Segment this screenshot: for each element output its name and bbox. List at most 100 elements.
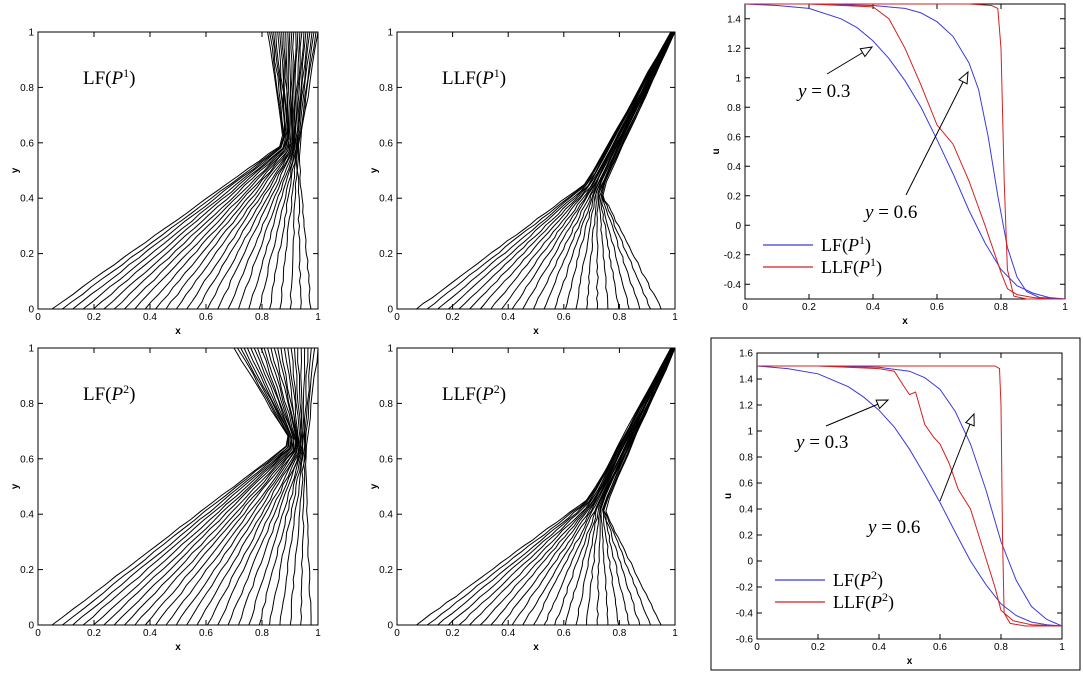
y-tick-label: 1.2 bbox=[739, 401, 753, 412]
annotation-label: y = 0.6 bbox=[863, 202, 917, 223]
contour-line bbox=[51, 347, 289, 626]
x-tick-label: 0.2 bbox=[87, 628, 101, 639]
annotation-arrow-head bbox=[958, 70, 969, 85]
contour-line bbox=[196, 347, 300, 626]
contour-line bbox=[426, 31, 672, 310]
y-tick-label: 0.8 bbox=[20, 399, 34, 410]
contour-line bbox=[602, 347, 676, 626]
series-line bbox=[757, 365, 1063, 627]
x-tick-label: 0.4 bbox=[501, 312, 515, 323]
annotation-label: y = 0.3 bbox=[794, 432, 848, 453]
contour-line bbox=[501, 347, 673, 626]
contour-line bbox=[448, 31, 672, 310]
y-tick-label: 0.2 bbox=[727, 191, 741, 202]
contour-line bbox=[469, 347, 673, 626]
contour-line bbox=[72, 347, 290, 626]
plot-frame bbox=[396, 347, 676, 626]
contour-line bbox=[144, 347, 295, 626]
annotation-arrow-line bbox=[939, 413, 975, 502]
contour-line bbox=[206, 347, 301, 626]
x-tick-label: 0.8 bbox=[612, 628, 626, 639]
contour-line bbox=[196, 31, 297, 310]
x-axis-label: x bbox=[902, 316, 908, 327]
contour-line bbox=[103, 347, 293, 626]
contour-line bbox=[165, 347, 298, 626]
y-tick-label: 0.2 bbox=[379, 249, 393, 260]
contour-line bbox=[305, 347, 319, 626]
x-tick-label: 0.4 bbox=[866, 302, 880, 313]
contour-line bbox=[248, 31, 307, 310]
legend-label: LLF(P2) bbox=[833, 590, 894, 613]
contour-line bbox=[602, 31, 676, 310]
x-tick-label: 0.8 bbox=[255, 628, 269, 639]
plot-label: LF(P1) bbox=[83, 66, 135, 89]
contour-line bbox=[134, 347, 295, 626]
y-tick-label: 0.2 bbox=[739, 531, 753, 542]
y-axis-label: u bbox=[723, 493, 734, 499]
x-tick-label: 0.8 bbox=[994, 642, 1008, 653]
contour-line bbox=[155, 347, 297, 626]
contour-line bbox=[113, 347, 293, 626]
contour-line bbox=[238, 31, 305, 310]
contour-line bbox=[458, 347, 673, 626]
contour-line bbox=[103, 31, 288, 310]
y-tick-label: 0.4 bbox=[379, 194, 393, 205]
legend-label: LF(P2) bbox=[833, 568, 883, 591]
y-tick-label: 1.2 bbox=[727, 44, 741, 55]
x-axis-label: x bbox=[175, 326, 181, 337]
y-tick-label: 0.2 bbox=[20, 249, 34, 260]
x-tick-label: 1 bbox=[315, 628, 321, 639]
annotation-label: y = 0.3 bbox=[796, 81, 850, 102]
y-tick-label: 0.2 bbox=[379, 565, 393, 576]
y-tick-label: 1 bbox=[387, 344, 393, 355]
legend-label: LF(P1) bbox=[821, 233, 871, 256]
contour-line bbox=[113, 31, 289, 310]
series-line bbox=[756, 365, 1063, 627]
annotation-arrow-line bbox=[905, 71, 969, 196]
y-tick-label: 1 bbox=[28, 28, 34, 39]
contour-plot-lf-p1: 0 0.2 0.4 0.6 0.8 1 0 0.2 0.4 0.6 0.8 1 x y LF(P1) bbox=[10, 28, 321, 338]
x-tick-label: 0.6 bbox=[930, 302, 944, 313]
contour-line bbox=[62, 347, 290, 626]
x-tick-label: 0 bbox=[394, 312, 400, 323]
y-tick-label: -0.4 bbox=[736, 609, 754, 620]
y-tick-label: 0.6 bbox=[379, 138, 393, 149]
series-line bbox=[757, 365, 1062, 627]
contour-line bbox=[543, 347, 674, 626]
plot-frame bbox=[37, 347, 319, 626]
annotation-label: y = 0.6 bbox=[866, 517, 920, 538]
legend-label: LLF(P1) bbox=[821, 255, 882, 278]
plot-frame bbox=[756, 352, 1063, 640]
x-tick-label: 0.6 bbox=[557, 312, 571, 323]
contour-line bbox=[533, 31, 674, 310]
contour-line bbox=[501, 31, 673, 310]
y-tick-label: -0.4 bbox=[724, 280, 742, 291]
contour-line bbox=[416, 347, 672, 626]
line-plot-p1-profiles: 0 0.2 0.4 0.6 0.8 1 -0.4 -0.2 0 0.2 0.4 0.6 0.8 1 1.2 1… bbox=[711, 3, 1068, 327]
contour-line bbox=[238, 347, 302, 626]
contour-line bbox=[134, 31, 290, 310]
x-tick-label: 0.4 bbox=[872, 642, 886, 653]
contour-line bbox=[72, 31, 286, 310]
y-axis-label: y bbox=[10, 483, 21, 489]
y-tick-label: 0.6 bbox=[20, 454, 34, 465]
y-tick-label: 0.6 bbox=[20, 138, 34, 149]
y-tick-label: -0.2 bbox=[724, 250, 742, 261]
contour-line bbox=[186, 31, 295, 310]
contour-line bbox=[490, 31, 673, 310]
x-tick-label: 0.8 bbox=[994, 302, 1008, 313]
contour-line bbox=[217, 31, 301, 310]
contour-line bbox=[206, 31, 299, 310]
contour-line bbox=[227, 31, 303, 310]
contour-line bbox=[93, 347, 291, 626]
contour-line bbox=[599, 31, 676, 310]
y-tick-label: 0.4 bbox=[739, 505, 753, 516]
x-tick-label: 0.4 bbox=[501, 628, 515, 639]
series-line bbox=[757, 365, 1063, 627]
contour-line bbox=[258, 31, 309, 310]
contour-line bbox=[586, 31, 675, 310]
y-tick-label: 1 bbox=[28, 344, 34, 355]
y-tick-label: 0 bbox=[747, 557, 753, 568]
y-tick-label: 0 bbox=[28, 621, 34, 632]
y-tick-label: 0.6 bbox=[727, 132, 741, 143]
